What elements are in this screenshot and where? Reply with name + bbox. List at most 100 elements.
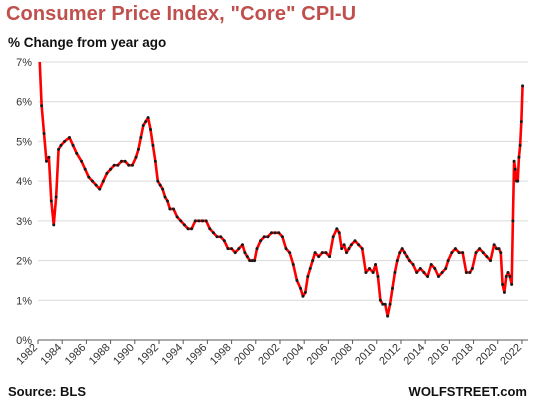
data-point bbox=[71, 143, 75, 147]
data-point bbox=[378, 298, 382, 302]
data-point bbox=[175, 215, 179, 219]
data-point bbox=[353, 239, 357, 243]
data-point bbox=[516, 179, 520, 183]
data-point bbox=[461, 251, 465, 255]
data-point bbox=[340, 247, 344, 251]
data-point bbox=[80, 159, 84, 163]
data-point bbox=[75, 151, 79, 155]
data-point bbox=[136, 147, 140, 151]
data-point bbox=[508, 274, 512, 278]
data-point bbox=[204, 219, 208, 223]
data-point bbox=[63, 139, 67, 143]
data-point bbox=[215, 235, 219, 239]
data-point bbox=[266, 235, 270, 239]
data-point bbox=[381, 302, 385, 306]
data-point bbox=[47, 155, 51, 159]
data-point bbox=[139, 135, 143, 139]
data-point bbox=[158, 183, 162, 187]
data-point bbox=[109, 167, 113, 171]
data-point bbox=[405, 255, 409, 259]
brand-watermark: WOLFSTREET.com bbox=[408, 384, 527, 399]
data-point bbox=[87, 175, 91, 179]
data-point bbox=[395, 259, 399, 263]
data-point bbox=[320, 251, 324, 255]
data-point bbox=[153, 159, 157, 163]
x-tick-label: 2000 bbox=[232, 342, 258, 368]
data-point bbox=[390, 286, 394, 290]
data-point bbox=[453, 247, 457, 251]
data-point bbox=[179, 219, 183, 223]
data-point bbox=[517, 155, 521, 159]
data-point bbox=[233, 251, 237, 255]
data-point bbox=[347, 247, 351, 251]
data-point bbox=[168, 207, 172, 211]
data-point bbox=[433, 267, 437, 271]
data-point bbox=[393, 270, 397, 274]
data-point bbox=[436, 274, 440, 278]
x-tick-label: 2018 bbox=[450, 342, 476, 368]
data-point bbox=[349, 243, 353, 247]
data-point bbox=[250, 259, 254, 263]
x-tick-label: 1992 bbox=[135, 342, 161, 368]
data-point bbox=[504, 274, 508, 278]
y-tick-label: 1% bbox=[16, 295, 32, 307]
data-point bbox=[237, 247, 241, 251]
data-point bbox=[94, 183, 98, 187]
data-point bbox=[67, 135, 71, 139]
data-point bbox=[59, 143, 63, 147]
data-point bbox=[240, 243, 244, 247]
x-tick-label: 2012 bbox=[377, 342, 403, 368]
data-point bbox=[54, 195, 58, 199]
data-point bbox=[219, 235, 223, 239]
data-point bbox=[317, 255, 321, 259]
x-tick-label: 1998 bbox=[208, 342, 234, 368]
data-point bbox=[172, 207, 176, 211]
data-point bbox=[426, 274, 430, 278]
data-point bbox=[306, 274, 310, 278]
data-point bbox=[112, 163, 116, 167]
data-point bbox=[301, 294, 305, 298]
data-point bbox=[101, 179, 105, 183]
data-point bbox=[478, 247, 482, 251]
data-point bbox=[262, 235, 266, 239]
data-point bbox=[311, 259, 315, 263]
x-tick-label: 2020 bbox=[474, 342, 500, 368]
x-tick-label: 1994 bbox=[160, 342, 186, 368]
data-point bbox=[308, 267, 312, 271]
data-point bbox=[457, 251, 461, 255]
data-point bbox=[291, 263, 295, 267]
data-point bbox=[273, 231, 277, 235]
data-point bbox=[49, 199, 53, 203]
data-point bbox=[277, 231, 281, 235]
x-tick-label: 1990 bbox=[111, 342, 137, 368]
data-point bbox=[119, 159, 123, 163]
data-point bbox=[163, 195, 167, 199]
data-point bbox=[371, 270, 375, 274]
x-tick-label: 1996 bbox=[184, 342, 210, 368]
data-point bbox=[313, 251, 317, 255]
data-point bbox=[98, 187, 102, 191]
data-point bbox=[324, 251, 328, 255]
data-point bbox=[208, 227, 212, 231]
data-point bbox=[42, 131, 46, 135]
data-point bbox=[222, 239, 226, 243]
data-point bbox=[270, 231, 274, 235]
data-point bbox=[403, 251, 407, 255]
x-tick-label: 2022 bbox=[498, 342, 524, 368]
data-point bbox=[485, 255, 489, 259]
y-tick-label: 4% bbox=[16, 176, 32, 188]
y-tick-label: 0% bbox=[16, 335, 32, 347]
data-point bbox=[288, 251, 292, 255]
data-point bbox=[280, 235, 284, 239]
data-point bbox=[303, 290, 307, 294]
data-point bbox=[161, 187, 165, 191]
x-tick-label: 1984 bbox=[39, 342, 65, 368]
data-point bbox=[398, 251, 402, 255]
data-point bbox=[52, 223, 56, 227]
data-point bbox=[518, 143, 522, 147]
data-point bbox=[165, 199, 169, 203]
data-point bbox=[149, 128, 153, 132]
data-point bbox=[151, 143, 155, 147]
data-point bbox=[259, 239, 263, 243]
